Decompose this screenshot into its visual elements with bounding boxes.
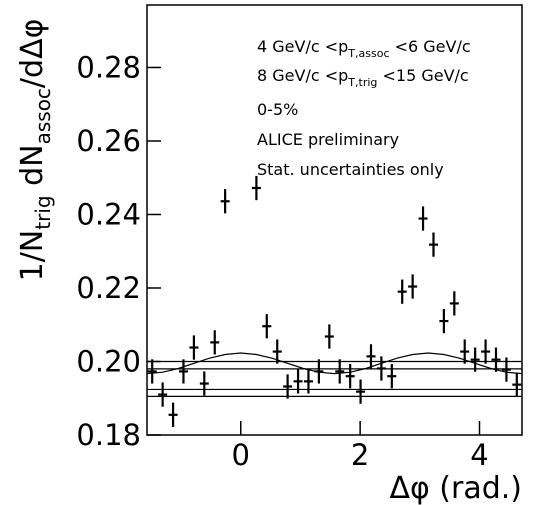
y-tick-label: 0.18 [76, 418, 141, 452]
flow-curve [146, 352, 523, 375]
data-point [366, 344, 376, 369]
data-point [418, 206, 428, 231]
annotation: ALICE preliminary [257, 130, 399, 149]
data-point [335, 359, 345, 384]
data-point [324, 324, 334, 349]
y-tick-label: 0.24 [76, 197, 141, 231]
annotation: 4 GeV/c <pT,assoc <6 GeV/c [257, 37, 471, 60]
x-tick-label: 0 [232, 438, 250, 472]
plot-frame [146, 4, 523, 436]
data-point [220, 189, 230, 214]
x-tick-label: 4 [470, 438, 488, 472]
data-point [512, 372, 522, 397]
y-axis-label-part: 1/N [15, 230, 50, 282]
data-point [147, 359, 157, 384]
x-axis-label: Δφ (rad.) [389, 471, 522, 505]
annotation: 8 GeV/c <pT,trig <15 GeV/c [257, 66, 469, 89]
annotation-part: ALICE preliminary [257, 130, 399, 149]
data-point [314, 359, 324, 384]
data-point [262, 314, 272, 339]
data-point [303, 369, 313, 394]
data-point [272, 339, 282, 364]
annotation-part: 0-5% [257, 100, 298, 119]
y-tick-label: 0.26 [76, 124, 141, 158]
annotation: Stat. uncertainties only [257, 160, 444, 179]
x-tick-label: 2 [351, 438, 369, 472]
data-point [397, 279, 407, 304]
y-axis-label-sub: assoc [31, 88, 55, 144]
annotation-sub: T,trig [347, 76, 377, 89]
annotation: 0-5% [257, 100, 298, 119]
annotation-part: <15 GeV/c [377, 66, 468, 85]
data-point [356, 379, 366, 404]
y-tick-label: 0.22 [76, 271, 141, 305]
data-point [189, 335, 199, 360]
data-point [460, 339, 470, 364]
data-point [158, 382, 168, 407]
data-point [345, 364, 355, 389]
data-point [449, 291, 459, 316]
data-point [376, 356, 386, 381]
data-point [210, 330, 220, 355]
data-point [470, 347, 480, 372]
data-point [428, 232, 438, 257]
y-axis-label-sub: trig [31, 195, 55, 229]
annotation-part: 8 GeV/c <p [257, 66, 348, 85]
data-point [283, 374, 293, 399]
y-tick-label: 0.28 [76, 50, 141, 84]
data-point [501, 357, 511, 382]
data-point [178, 359, 188, 384]
annotation-sub: T,assoc [347, 47, 389, 60]
data-point [491, 347, 501, 372]
data-point [439, 308, 449, 334]
y-tick-label: 0.20 [76, 344, 141, 378]
y-axis-label-part: dN [15, 144, 50, 195]
y-axis-label-part: /dΔφ [15, 19, 50, 88]
annotation-part: <6 GeV/c [390, 37, 471, 56]
data-point [293, 369, 303, 394]
data-point [387, 364, 397, 389]
data-point [251, 175, 261, 201]
y-axis-label: 1/Ntrig dNassoc/dΔφ [15, 19, 55, 282]
data-point [168, 402, 178, 427]
annotation-part: 4 GeV/c <p [257, 37, 348, 56]
annotation-part: Stat. uncertainties only [257, 160, 444, 179]
data-point [199, 371, 209, 396]
data-point [408, 274, 418, 299]
data-point [481, 339, 491, 364]
